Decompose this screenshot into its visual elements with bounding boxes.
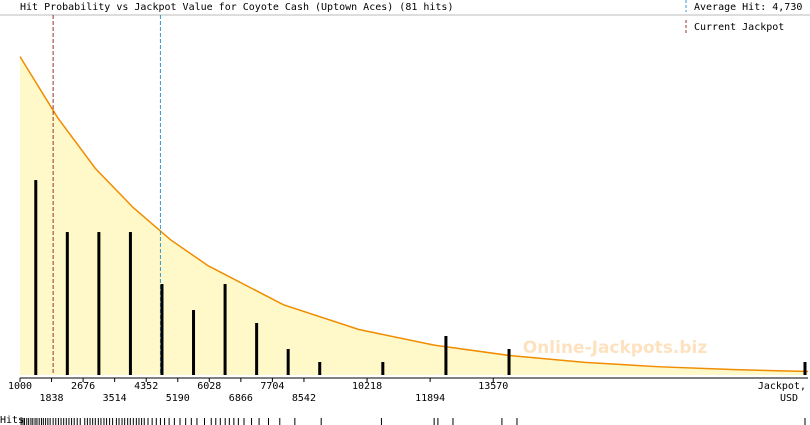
bar (65, 232, 69, 375)
watermark: Online-Jackpots.biz (523, 338, 708, 358)
x-tick-label: 4352 (134, 381, 158, 392)
bar (381, 362, 385, 375)
x-tick-label: 6028 (197, 381, 221, 392)
x-tick-label: 6866 (229, 393, 253, 404)
bar (255, 323, 259, 375)
legend-average: Average Hit: 4,730 (694, 2, 802, 13)
bar (803, 362, 807, 375)
x-tick-label: 1000 (8, 381, 32, 392)
x-tick-label: 3514 (103, 393, 127, 404)
curve-line (19, 56, 809, 373)
x-tick-label: 11894 (415, 393, 445, 404)
bar (444, 336, 448, 375)
bar (286, 349, 290, 375)
legend-current: Current Jackpot (694, 22, 784, 33)
x-tick-label: 1838 (40, 393, 64, 404)
bar (507, 349, 511, 375)
bar (318, 362, 322, 375)
x-tick-label: 5190 (166, 393, 190, 404)
bar (128, 232, 132, 375)
bar (97, 232, 101, 375)
bar (34, 180, 38, 375)
chart-title: Hit Probability vs Jackpot Value for Coy… (20, 2, 453, 13)
bar (160, 284, 164, 375)
x-axis-unit: USD (780, 393, 798, 404)
x-axis-label: Jackpot, (758, 381, 806, 392)
x-tick-label: 2676 (71, 381, 95, 392)
x-tick-label: 13570 (478, 381, 508, 392)
x-tick-label: 7704 (260, 381, 284, 392)
x-tick-label: 10218 (352, 381, 382, 392)
curve-area (20, 56, 808, 376)
x-tick-label: 8542 (292, 393, 316, 404)
bar (223, 284, 227, 375)
bar (192, 310, 196, 375)
hits-label: Hits (0, 415, 24, 425)
